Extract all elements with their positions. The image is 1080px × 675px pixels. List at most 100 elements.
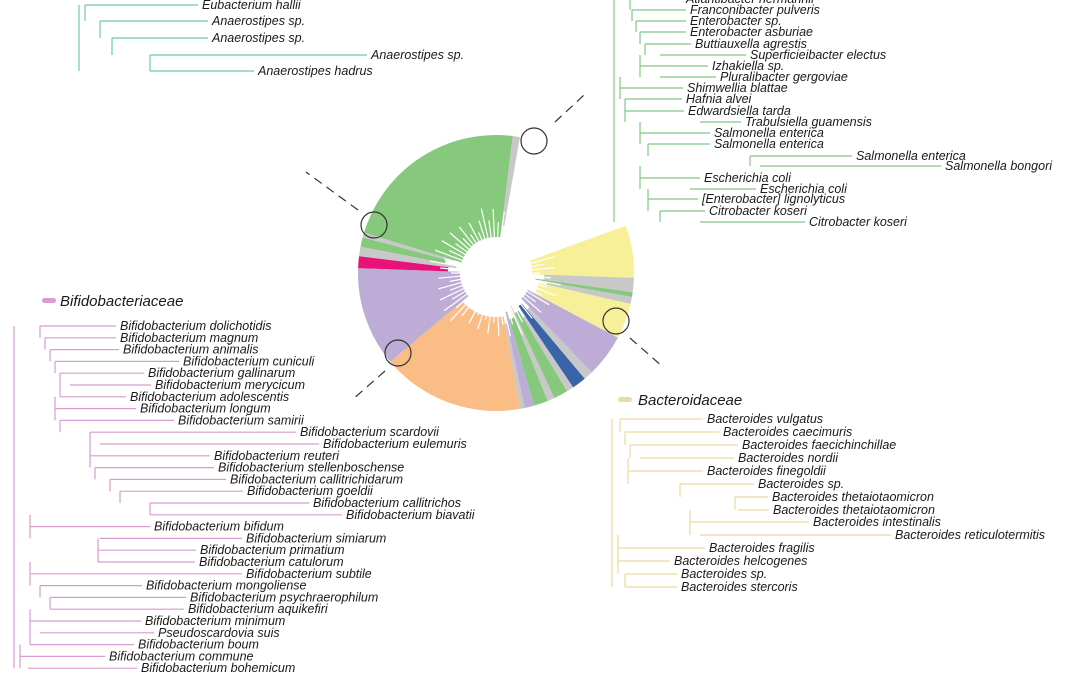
wheel-branch [511,279,543,296]
leaf-label: Bifidobacterium callitrichos [313,496,461,510]
wheel-branch [492,209,496,248]
wheel-branch [507,237,538,263]
leaf-label: Trabulsiella guamensis [745,115,872,129]
circular-tree-wheel [358,135,634,411]
leaf-label: Bifidobacterium reuteri [214,449,340,463]
wheel-branch [480,208,491,246]
leaf-label: Bacteroides sp. [758,477,844,491]
leaf-label: Bacteroides faecichinchillae [742,438,896,452]
wheel-branch [449,276,476,282]
leaf-label: Bifidobacterium eulemuris [323,437,467,451]
wheel-branch [440,267,471,272]
wheel-branch [507,245,541,267]
wheel-branch [468,222,486,254]
lachnospiraceae-clade: Eubacterium hallii Anaerostipes sp. Anaero… [78,0,464,78]
wheel-branch [504,288,524,323]
leaf-label: Bifidobacterium bohemicum [141,661,295,675]
wheel-branch [455,290,477,309]
leaf-label: Bifidobacterium longum [140,402,271,416]
wheel-branch [496,293,500,336]
wheel-branch [468,285,490,324]
bacteroidaceae-legend-swatch [618,397,632,402]
leaf-label: Escherichia coli [760,182,848,196]
leaf-label: Citrobacter koseri [809,215,908,229]
leaf-label: Bacteroides helcogenes [674,554,807,568]
wheel-branch [439,279,482,301]
wheel-branch [484,298,491,320]
wheel-branch [507,281,536,303]
leaf-label: Bifidobacterium animalis [123,343,258,357]
leaf-label: Bacteroides fragilis [709,541,815,555]
wheel-branch [514,234,549,260]
callout-lachnospiraceae-circle [360,211,388,239]
wheel-branch [477,294,488,316]
wheel-sector [535,278,633,297]
leaf-label: Eubacterium hallii [202,0,302,12]
wheel-branch [510,235,522,251]
leaf-label: Salmonella enterica [714,137,824,151]
wheel-branch [508,288,533,319]
wheel-branch [500,295,512,337]
wheel-branch [488,220,495,255]
leaf-label: Bacteroides intestinalis [813,515,941,529]
enterobacteriaceae-tree-branches: Atlantibacter hermanniiFranconibacter pu… [613,0,1053,229]
wheel-branch [514,245,554,265]
wheel-sector [362,232,454,262]
leaf-label: Anaerostipes sp. [211,14,305,28]
callout-bifidobacteriaceae-leader [351,370,386,401]
leaf-label: Enterobacter asburiae [690,25,813,39]
wheel-sector [526,307,592,379]
wheel-branch [512,267,555,273]
wheel-sector [360,237,446,264]
wheel-sector [364,135,513,263]
leaf-label: Citrobacter koseri [709,204,808,218]
leaf-label: Anaerostipes sp. [211,31,305,45]
bifidobacteriaceae-title: Bifidobacteriaceae [60,293,183,310]
wheel-branch [449,232,477,256]
wheel-branch [461,295,479,317]
wheel-sector [390,301,520,411]
wheel-branch [471,291,485,311]
bifidobacteriaceae-legend-swatch [42,298,56,303]
wheel-branch [521,263,544,269]
leaf-label: Bifidobacterium catulorum [199,555,344,569]
bifidobacteriaceae-tree-branches: Bifidobacterium dolichotidisBifidobacter… [13,319,476,675]
leaf-label: Bifidobacterium magnum [120,331,258,345]
wheel-branch [497,286,504,325]
wheel-branch [496,222,499,257]
wheel-sector [543,274,634,293]
leaf-label: Bifidobacterium goeldii [247,484,374,498]
leaf-label: Pluralibacter gergoviae [720,70,848,84]
leaf-label: Izhakiella sp. [712,59,784,73]
wheel-sector [359,246,457,269]
leaf-label: Bifidobacterium dolichotidis [120,319,271,333]
wheel-branch [455,243,481,262]
leaf-label: Bacteroides reticulotermitis [895,528,1045,542]
wheel-branch [523,277,562,286]
wheel-branch [522,254,544,264]
wheel-branch [451,285,475,300]
leaf-label: Bifidobacterium merycicum [155,378,305,392]
leaf-label: Bacteroides sp. [681,567,767,581]
wheel-branch [458,226,481,254]
leaf-label: Franconibacter pulveris [690,3,820,17]
leaf-label: Bacteroides thetaiotaomicron [773,503,935,517]
leaf-label: Bifidobacterium subtile [246,567,372,581]
leaf-label: Bifidobacterium gallinarum [148,366,295,380]
wheel-branch [515,293,529,308]
wheel-sector [521,289,618,373]
wheel-branch [441,240,472,259]
leaf-label: Bifidobacterium stellenboschense [218,461,404,475]
wheel-sector [358,256,449,272]
wheel-branch [516,274,551,279]
wheel-sector [546,282,632,305]
leaf-label: Pseudoscardovia suis [158,626,280,640]
wheel-branch [502,215,516,253]
wheel-branch [478,232,492,261]
wheel-branch [478,220,491,254]
callout-enterobacteriaceae-leader [554,94,585,123]
zoom-callouts [305,94,664,401]
leaf-label: Bifidobacterium psychraerophilum [190,590,378,604]
wheel-branch [514,256,555,269]
wheel-branch [520,281,557,297]
